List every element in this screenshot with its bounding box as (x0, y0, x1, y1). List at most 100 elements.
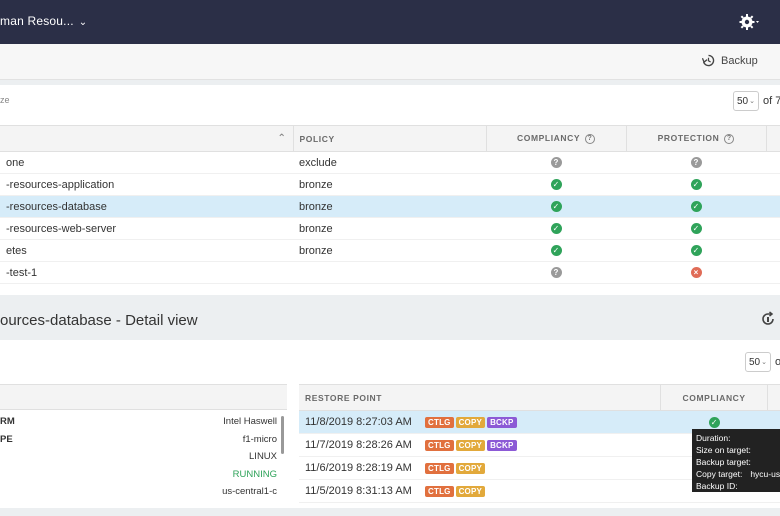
vm-extra (766, 217, 780, 240)
property-key: PE (0, 433, 13, 445)
page-size-select[interactable]: 50 ⌄ (745, 352, 771, 372)
page-size-value: 50 (749, 356, 761, 368)
properties-header (0, 384, 287, 410)
tag-ctlg: CTLG (425, 485, 454, 497)
vm-policy: exclude (293, 151, 486, 174)
restore-points-header: RESTORE POINT COMPLIANCY (299, 384, 780, 411)
table-row[interactable]: 11/8/2019 8:27:03 AM CTLG COPY BCKP ✓ (299, 410, 780, 434)
column-extra (765, 125, 780, 152)
chevron-down-icon: ⌄ (78, 17, 88, 28)
property-value: us-central1-c (222, 486, 277, 497)
table-row[interactable]: -resources-web-server bronze ✓ ✓ (0, 217, 780, 240)
tooltip-backup-target: Backup target: (696, 457, 751, 467)
status-unknown-icon: ? (550, 267, 562, 279)
property-key: RM (0, 416, 15, 427)
vm-protection: × (626, 261, 766, 284)
gear-icon[interactable] (738, 11, 762, 33)
property-row: LINUX (0, 448, 287, 466)
vm-name: -test-1 (0, 261, 293, 284)
tag-ctlg: CTLG (425, 439, 454, 451)
vm-extra (766, 239, 780, 262)
vm-extra (766, 195, 780, 218)
table-row[interactable]: -resources-application bronze ✓ ✓ (0, 173, 780, 196)
vm-protection: ✓ (626, 239, 766, 262)
page-size-select[interactable]: 50 ⌄ (733, 91, 759, 111)
help-icon[interactable]: ? (584, 133, 595, 144)
vm-extra (766, 151, 780, 174)
vm-protection: ✓ (626, 195, 766, 218)
vm-policy: bronze (293, 195, 486, 218)
vm-properties: RM Intel Haswell PE f1-micro LINUX RUNNING us-… (0, 384, 287, 516)
vm-protection: ✓ (626, 217, 766, 240)
restore-point-cell: 11/5/2019 8:31:13 AM CTLG COPY (299, 479, 661, 503)
column-compliancy[interactable]: COMPLIANCY (660, 384, 768, 411)
tag-ctlg: CTLG (425, 416, 454, 428)
status-ok-icon: ✓ (708, 416, 720, 428)
vm-policy (293, 261, 486, 284)
detail-view-title: ources-database - Detail view (0, 312, 198, 329)
property-row: RM Intel Haswell (0, 413, 287, 431)
vm-compliancy: ✓ (486, 195, 626, 218)
vm-protection: ? (626, 151, 766, 174)
column-protection[interactable]: PROTECTION ? (625, 125, 766, 152)
properties-scrollbar[interactable] (281, 416, 284, 454)
table-row[interactable]: -resources-database bronze ✓ ✓ (0, 195, 780, 218)
tag-copy: COPY (455, 462, 486, 474)
backup-label: Backup (721, 54, 758, 67)
table-row[interactable]: -test-1? × (0, 261, 780, 284)
tag-bckp: BCKP (487, 416, 517, 428)
restore-point-time: 11/5/2019 8:31:13 AM (305, 485, 412, 497)
table-row[interactable]: etes bronze ✓ ✓ (0, 239, 780, 262)
vm-compliancy: ? (486, 151, 626, 174)
vm-name: -resources-application (0, 173, 293, 196)
status-error-icon: × (690, 267, 702, 279)
project-selector[interactable]: man Resou... ⌄ (0, 14, 87, 28)
backup-icon (702, 54, 715, 67)
property-value: RUNNING (232, 468, 277, 480)
property-value: Intel Haswell (223, 416, 277, 427)
property-row: RUNNING (0, 466, 287, 484)
status-ok-icon: ✓ (550, 179, 562, 191)
backup-button[interactable]: Backup (702, 54, 758, 67)
tag-copy: COPY (455, 416, 486, 428)
sort-up-icon[interactable]: ⌃ (277, 133, 287, 144)
tag-bckp: BCKP (487, 439, 517, 451)
property-value: LINUX (249, 451, 277, 462)
status-ok-icon: ✓ (690, 179, 702, 191)
top-nav: man Resou... ⌄ (0, 0, 780, 44)
tag-copy: COPY (455, 485, 486, 497)
restore-point-time: 11/6/2019 8:28:19 AM (305, 462, 412, 474)
column-name[interactable]: ⌃ (0, 125, 293, 152)
status-ok-icon: ✓ (550, 245, 562, 257)
vm-policy: bronze (293, 173, 486, 196)
chevron-down-icon: ⌄ (761, 359, 767, 366)
toolbar: Backup ⋮ (0, 44, 780, 80)
pagination: 50 ⌄ of 7 (733, 91, 780, 111)
status-ok-icon: ✓ (690, 223, 702, 235)
help-icon[interactable]: ? (724, 133, 735, 144)
tooltip-duration: Duration: (696, 433, 731, 443)
vm-compliancy: ✓ (486, 217, 626, 240)
column-extra (767, 384, 780, 411)
status-unknown-icon: ? (550, 157, 562, 169)
status-ok-icon: ✓ (690, 245, 702, 257)
property-row: PE f1-micro (0, 431, 287, 449)
status-ok-icon: ✓ (550, 223, 562, 235)
page-count: of (775, 356, 780, 368)
status-ok-icon: ✓ (690, 201, 702, 213)
more-menu-icon[interactable]: ⋮ (774, 52, 780, 69)
page-count: of 7 (763, 95, 780, 107)
restore-point-time: 11/7/2019 8:28:26 AM (305, 439, 412, 451)
vm-table: ⌃ POLICY COMPLIANCY ? PROTECTION ? one ex… (0, 125, 780, 284)
vm-compliancy: ? (486, 261, 626, 284)
table-row[interactable]: one exclude?? (0, 151, 780, 174)
property-value: f1-micro (242, 433, 277, 445)
column-restore-point[interactable]: RESTORE POINT (299, 384, 661, 411)
restore-point-cell: 11/8/2019 8:27:03 AM CTLG COPY BCKP (299, 410, 661, 434)
column-compliancy[interactable]: COMPLIANCY ? (485, 125, 626, 152)
refresh-icon[interactable] (760, 311, 776, 327)
column-policy[interactable]: POLICY (292, 125, 486, 152)
vm-list-panel: ze 50 ⌄ of 7 ⌃ POLICY COMPLIANCY ? PROTEC… (0, 85, 780, 295)
detail-panel: 50⌄ of RM Intel Haswell PE f1-micro LINUX RUN… (0, 340, 780, 516)
chevron-down-icon: ⌄ (749, 98, 755, 105)
